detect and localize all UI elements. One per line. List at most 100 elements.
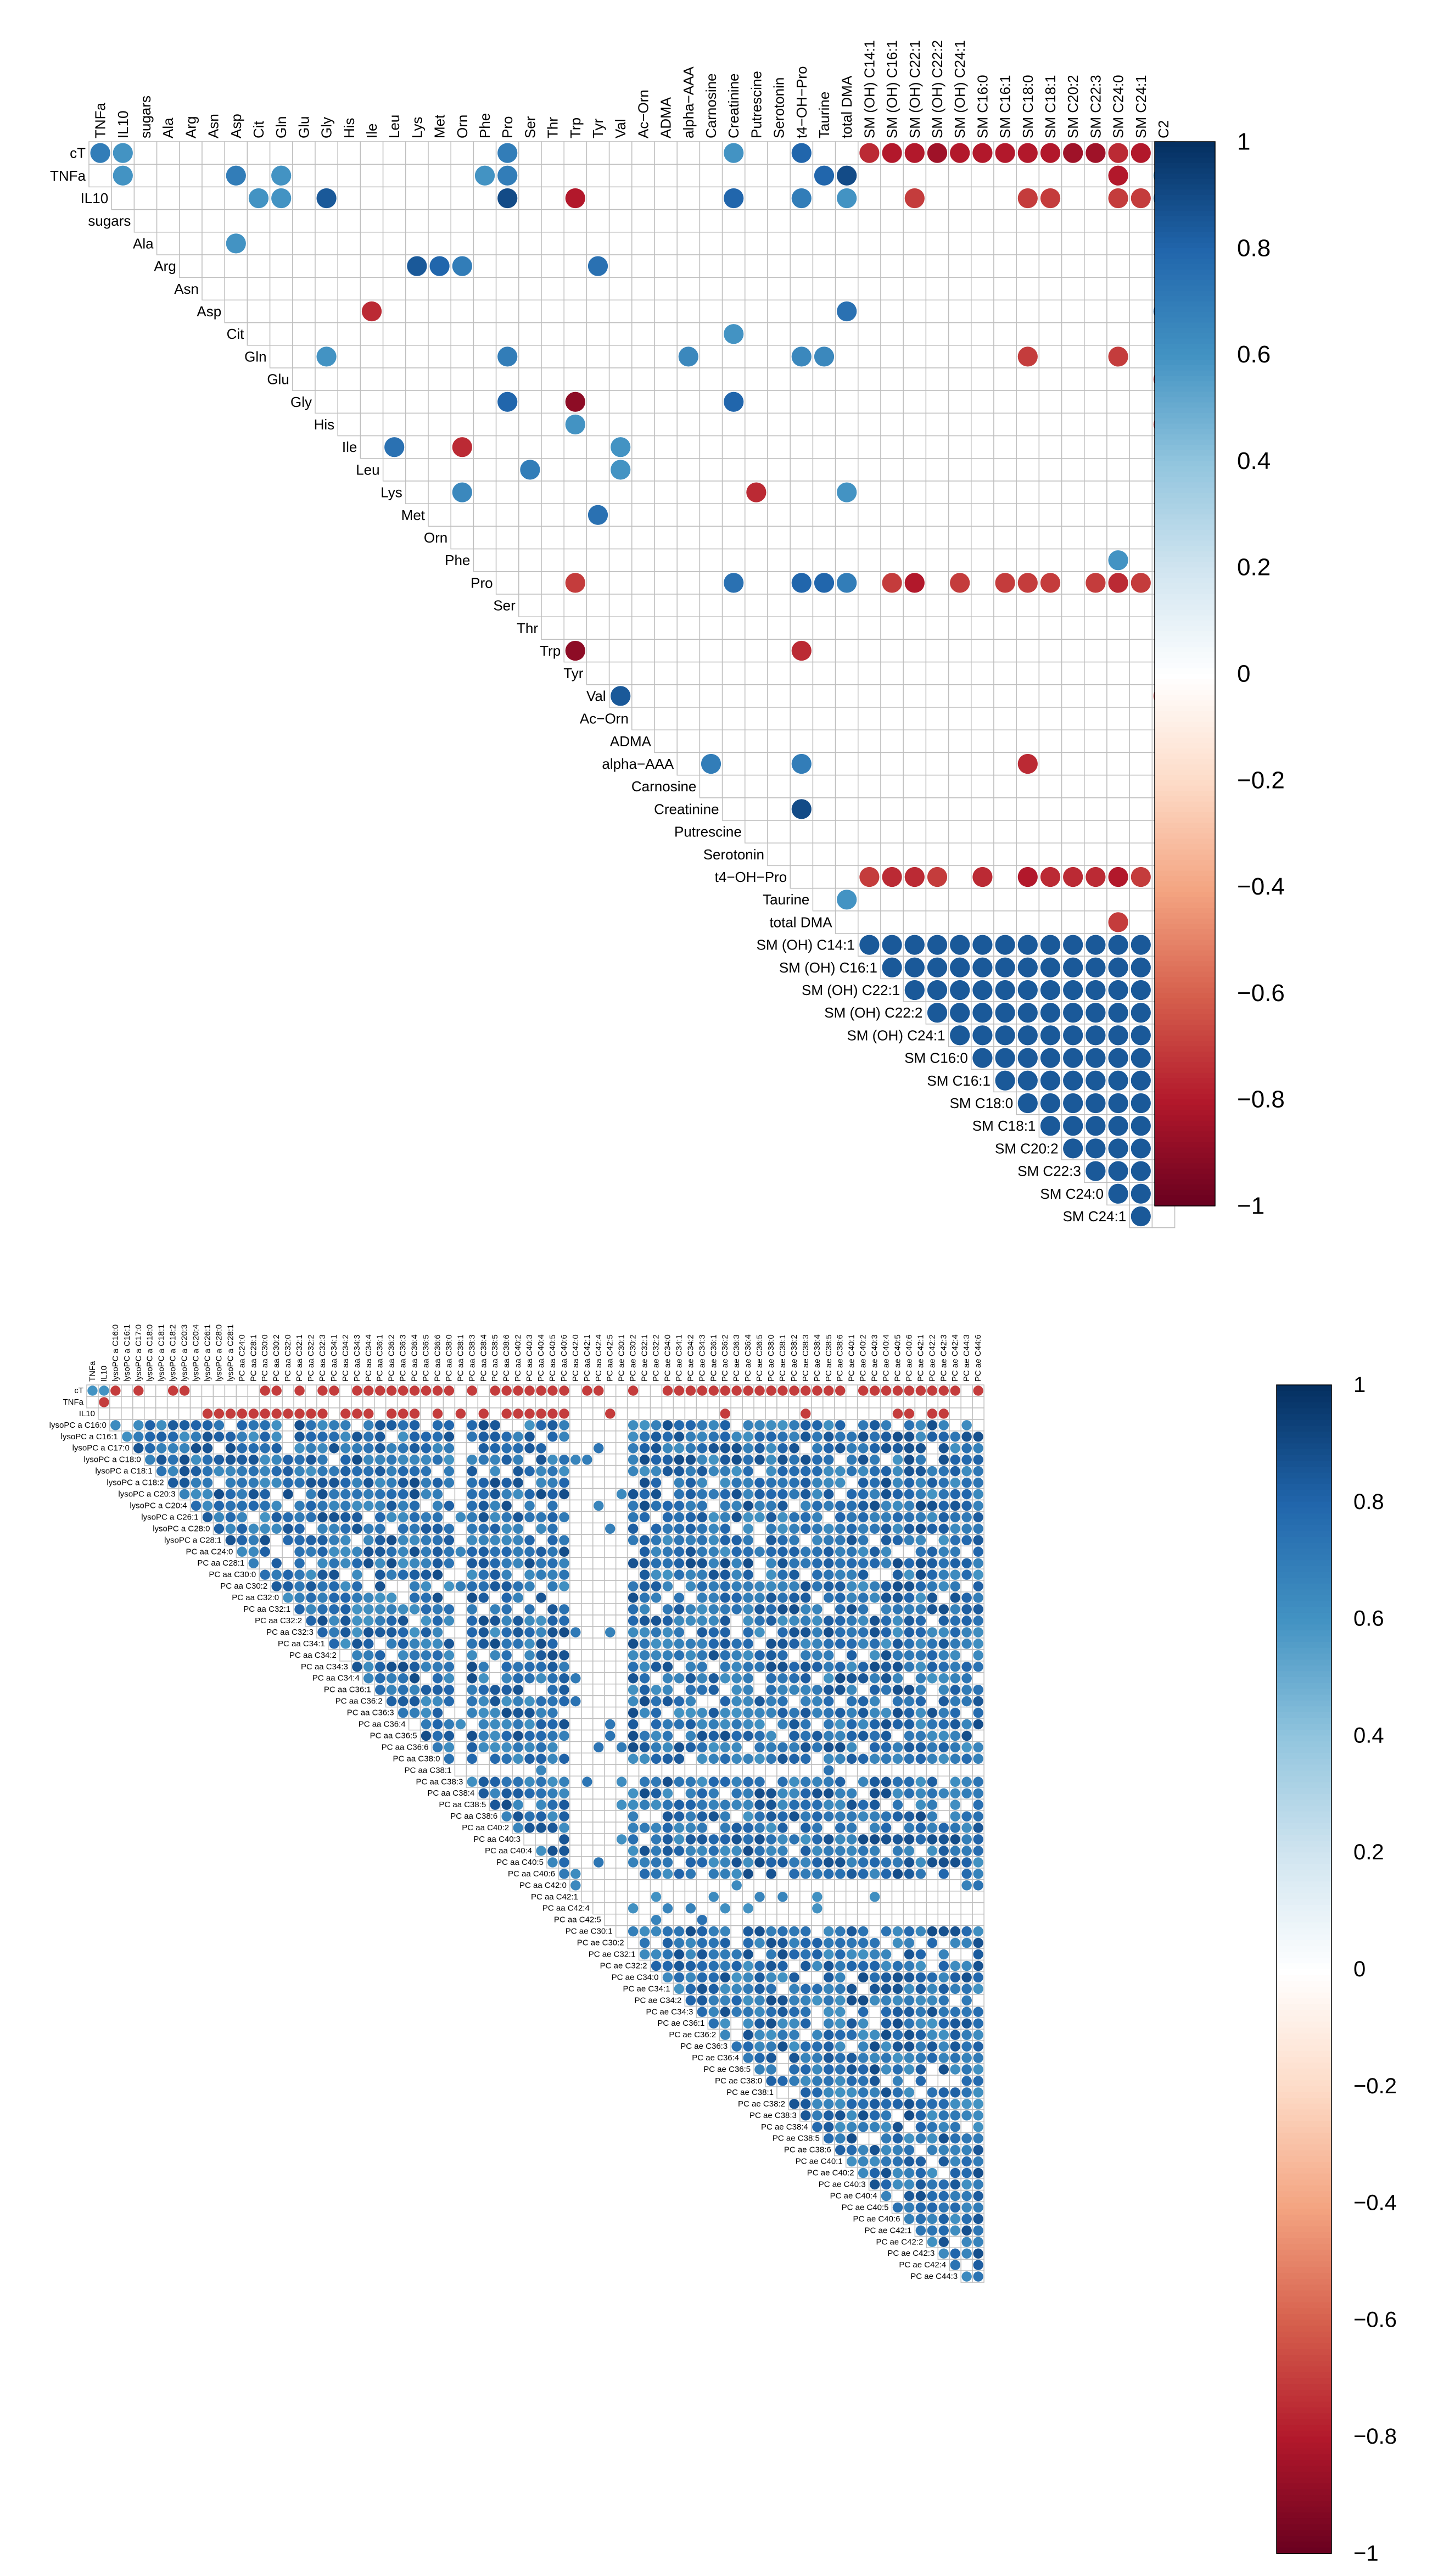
grid-cell (608, 367, 633, 391)
grid-cell (676, 164, 701, 188)
grid-cell (699, 661, 723, 685)
correlation-point (972, 143, 993, 163)
grid-cell (374, 1638, 387, 1650)
grid-cell (1084, 435, 1107, 459)
grid-cell (776, 2086, 789, 2099)
grid-cell (721, 797, 746, 821)
grid-cell (1016, 910, 1040, 934)
correlation-point (248, 1420, 259, 1431)
grid-cell (812, 594, 836, 617)
grid-cell (581, 1868, 594, 1880)
grid-cell (592, 1557, 605, 1569)
colorbar-segment (1155, 934, 1215, 941)
grid-cell (891, 1879, 904, 1892)
grid-cell (650, 1672, 663, 1685)
grid-cell (292, 345, 316, 368)
grid-cell (765, 1879, 777, 1892)
grid-cell (615, 1407, 628, 1420)
grid-cell (592, 1683, 605, 1696)
correlation-point (791, 188, 812, 209)
grid-cell (880, 1764, 893, 1777)
grid-cell (790, 299, 814, 323)
column-label: Gly (318, 117, 335, 138)
grid-cell (654, 390, 678, 414)
grid-cell (788, 2086, 801, 2099)
grid-cell (880, 1879, 893, 1892)
grid-cell (676, 503, 701, 527)
correlation-point (904, 867, 925, 887)
grid-cell (812, 548, 836, 572)
grid-cell (489, 1661, 501, 1673)
grid-cell (581, 1879, 594, 1892)
colorbar-segment (1155, 354, 1215, 361)
grid-cell (638, 1396, 651, 1409)
row-label: SM C22:3 (1017, 1163, 1081, 1180)
grid-cell (518, 277, 542, 301)
colorbar-segment (1155, 839, 1215, 845)
grid-cell (405, 345, 429, 368)
grid-cell (926, 1442, 939, 1455)
grid-cell (742, 1407, 754, 1420)
grid-cell (730, 1913, 743, 1926)
grid-cell (450, 164, 474, 188)
grid-cell (721, 209, 746, 233)
grid-cell (949, 1764, 961, 1777)
grid-cell (834, 1695, 847, 1708)
grid-cell (699, 412, 723, 437)
grid-cell (535, 1431, 547, 1443)
grid-cell (615, 1649, 628, 1662)
grid-cell (473, 412, 497, 437)
correlation-point (565, 392, 585, 412)
grid-cell (707, 1661, 720, 1673)
colorbar-segment (1155, 668, 1215, 674)
grid-cell (812, 616, 836, 640)
grid-cell (569, 1741, 582, 1754)
grid-cell (626, 1913, 640, 1926)
grid-cell (745, 729, 768, 753)
grid-cell (1038, 390, 1062, 414)
grid-cell (270, 1534, 283, 1547)
colorbar-segment (1155, 1009, 1215, 1015)
grid-cell (971, 729, 994, 753)
grid-cell (581, 1522, 594, 1535)
grid-cell (1061, 367, 1085, 391)
grid-cell (615, 1638, 628, 1650)
grid-cell (880, 752, 904, 776)
grid-cell (385, 1522, 398, 1535)
grid-cell (767, 141, 791, 165)
grid-cell (563, 503, 587, 527)
correlation-point (801, 1409, 811, 1419)
grid-cell (631, 254, 655, 278)
grid-cell (1084, 277, 1107, 301)
grid-cell (903, 842, 927, 867)
colorbar-segment (1155, 812, 1215, 818)
grid-cell (745, 435, 768, 459)
grid-cell (202, 209, 225, 233)
grid-cell (385, 1396, 398, 1409)
grid-cell (1061, 616, 1085, 640)
grid-cell (742, 1879, 754, 1892)
grid-cell (1106, 435, 1130, 459)
grid-cell (224, 141, 248, 165)
grid-cell (405, 299, 429, 323)
grid-cell (925, 412, 949, 437)
correlation-point (520, 460, 540, 480)
grid-cell (1129, 435, 1153, 459)
colorbar-segment (1155, 690, 1215, 696)
correlation-point (859, 143, 880, 163)
colorbar-segment (1155, 897, 1215, 903)
correlation-point (927, 980, 948, 1001)
grid-cell (880, 1913, 893, 1926)
grid-cell (857, 1982, 870, 1996)
grid-cell (650, 1936, 663, 1949)
grid-cell (845, 1476, 858, 1489)
correlation-point (271, 165, 292, 186)
grid-cell (315, 367, 338, 391)
grid-cell (337, 277, 361, 301)
grid-cell (868, 1913, 881, 1926)
grid-cell (880, 820, 904, 843)
row-label: Val (586, 688, 606, 704)
grid-cell (1106, 390, 1130, 414)
grid-cell (1084, 412, 1107, 437)
grid-cell (419, 1396, 433, 1409)
